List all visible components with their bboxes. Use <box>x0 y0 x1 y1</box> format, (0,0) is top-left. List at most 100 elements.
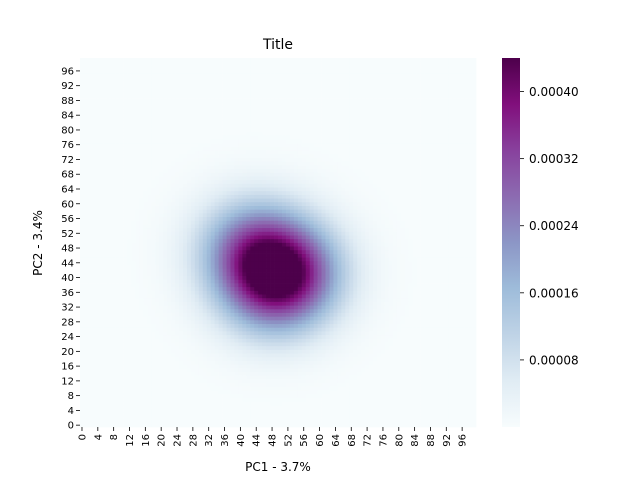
heatmap-cell <box>246 404 251 409</box>
heatmap-cell <box>460 345 465 350</box>
heatmap-cell <box>468 404 473 409</box>
heatmap-cell <box>182 327 188 332</box>
heatmap-cell <box>440 360 445 365</box>
heatmap-cell <box>377 419 382 424</box>
heatmap-cell <box>107 379 113 384</box>
heatmap-cell <box>404 393 410 398</box>
heatmap-cell <box>472 334 477 339</box>
heatmap-cell <box>234 404 239 409</box>
heatmap-cell <box>325 331 330 336</box>
heatmap-cell <box>159 393 164 398</box>
heatmap-cell <box>456 412 461 417</box>
heatmap-cell <box>408 397 413 402</box>
heatmap-cell <box>440 331 445 336</box>
heatmap-cell <box>270 393 275 398</box>
heatmap-cell <box>392 371 398 376</box>
heatmap-cell <box>143 275 148 280</box>
heatmap-cell <box>80 327 85 332</box>
heatmap-cell <box>384 249 390 254</box>
heatmap-cell <box>171 356 176 361</box>
heatmap-cell <box>99 242 105 247</box>
heatmap-cell <box>452 323 457 328</box>
heatmap-cell <box>313 408 318 413</box>
heatmap-cell <box>155 367 160 372</box>
heatmap-cell <box>123 275 128 280</box>
heatmap-cell <box>163 249 168 254</box>
heatmap-cell <box>175 319 180 325</box>
heatmap-cell <box>80 316 85 321</box>
heatmap-cell <box>194 382 200 387</box>
heatmap-cell <box>182 386 188 391</box>
heatmap-cell <box>242 364 247 369</box>
heatmap-cell <box>254 423 259 428</box>
heatmap-cell <box>412 419 417 424</box>
heatmap-cell <box>111 404 116 409</box>
heatmap-cell <box>392 349 398 354</box>
heatmap-cell <box>452 412 457 417</box>
heatmap-cell <box>123 419 128 424</box>
heatmap-cell <box>270 342 275 347</box>
heatmap-cell <box>472 268 477 273</box>
heatmap-cell <box>270 297 275 302</box>
heatmap-cell <box>163 242 168 247</box>
heatmap-cell <box>416 323 421 328</box>
heatmap-cell <box>135 408 140 413</box>
heatmap-cell <box>337 301 342 306</box>
heatmap-cell <box>214 415 219 420</box>
heatmap-cell <box>83 393 89 398</box>
heatmap-cell <box>278 257 283 262</box>
heatmap-cell <box>119 331 124 336</box>
heatmap-cell <box>155 412 160 417</box>
heatmap-cell <box>198 345 204 350</box>
heatmap-cell <box>349 257 354 262</box>
heatmap-cell <box>127 415 132 420</box>
heatmap-cell <box>321 290 326 295</box>
heatmap-cell <box>179 257 184 262</box>
heatmap-cell <box>159 353 164 358</box>
heatmap-cell <box>167 331 172 336</box>
heatmap-cell <box>226 253 231 258</box>
heatmap-cell <box>202 301 208 306</box>
heatmap-cell <box>278 319 283 325</box>
heatmap-cell <box>313 279 318 284</box>
heatmap-cell <box>198 290 204 295</box>
heatmap-cell <box>448 331 453 336</box>
heatmap-cell <box>337 253 342 258</box>
heatmap-cell <box>289 249 295 254</box>
heatmap-cell <box>357 260 362 265</box>
heatmap-cell <box>309 382 314 387</box>
heatmap-cell <box>456 312 461 317</box>
heatmap-cell <box>428 323 433 328</box>
heatmap-cell <box>400 331 406 336</box>
heatmap-cell <box>258 323 263 328</box>
heatmap-cell <box>214 371 219 376</box>
heatmap-cell <box>377 290 382 295</box>
heatmap-cell <box>301 386 307 391</box>
heatmap-cell <box>250 297 255 302</box>
heatmap-cell <box>202 290 208 295</box>
heatmap-cell <box>242 404 247 409</box>
heatmap-cell <box>139 253 144 258</box>
heatmap-cell <box>357 367 362 372</box>
heatmap-cell <box>202 283 208 288</box>
heatmap-cell <box>444 316 449 321</box>
heatmap-cell <box>400 283 406 288</box>
heatmap-cell <box>297 279 303 284</box>
heatmap-cell <box>353 390 358 395</box>
heatmap-cell <box>436 342 441 347</box>
heatmap-cell <box>380 334 386 339</box>
heatmap-cell <box>230 356 235 361</box>
heatmap-cell <box>143 415 148 420</box>
heatmap-cell <box>305 379 311 384</box>
heatmap-cell <box>254 334 259 339</box>
heatmap-cell <box>222 297 227 302</box>
heatmap-cell <box>400 301 406 306</box>
heatmap-cell <box>206 364 212 369</box>
heatmap-cell <box>103 397 109 402</box>
heatmap-cell <box>380 242 386 247</box>
heatmap-cell <box>226 249 231 254</box>
heatmap-cell <box>258 379 263 384</box>
heatmap-cell <box>175 360 180 365</box>
heatmap-cell <box>198 253 204 258</box>
heatmap-cell <box>250 345 255 350</box>
